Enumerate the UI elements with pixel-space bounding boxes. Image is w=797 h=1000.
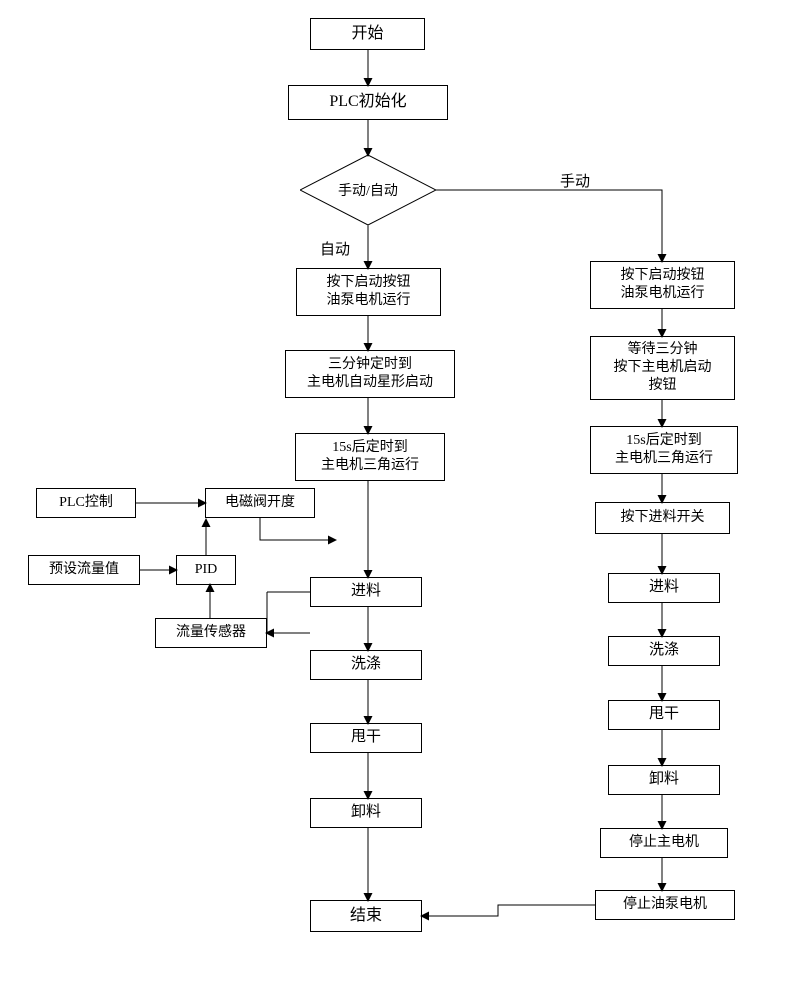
node-man-unload: 卸料 bbox=[608, 765, 720, 795]
node-man-stop-m: 停止主电机 bbox=[600, 828, 728, 858]
node-plc-ctrl: PLC控制 bbox=[36, 488, 136, 518]
node-flow-sensor: 流量传感器 bbox=[155, 618, 267, 648]
edge-label-manual: 手动 bbox=[560, 170, 590, 191]
node-auto-wash: 洗涤 bbox=[310, 650, 422, 680]
node-auto-3min: 三分钟定时到 主电机自动星形启动 bbox=[285, 350, 455, 398]
node-start: 开始 bbox=[310, 18, 425, 50]
node-auto-dry: 甩干 bbox=[310, 723, 422, 753]
node-man-dry: 甩干 bbox=[608, 700, 720, 730]
node-man-feed-btn: 按下进料开关 bbox=[595, 502, 730, 534]
node-man-15s: 15s后定时到 主电机三角运行 bbox=[590, 426, 738, 474]
node-pid: PID bbox=[176, 555, 236, 585]
node-end: 结束 bbox=[310, 900, 422, 932]
node-man-feed: 进料 bbox=[608, 573, 720, 603]
node-auto-unload: 卸料 bbox=[310, 798, 422, 828]
node-valve: 电磁阀开度 bbox=[205, 488, 315, 518]
node-auto-15s: 15s后定时到 主电机三角运行 bbox=[295, 433, 445, 481]
node-auto-feed: 进料 bbox=[310, 577, 422, 607]
node-preset: 预设流量值 bbox=[28, 555, 140, 585]
node-man-stop-p: 停止油泵电机 bbox=[595, 890, 735, 920]
decision-label: 手动/自动 bbox=[338, 180, 398, 200]
node-man-wash: 洗涤 bbox=[608, 636, 720, 666]
node-man-wait: 等待三分钟 按下主电机启动 按钮 bbox=[590, 336, 735, 400]
node-man-press: 按下启动按钮 油泵电机运行 bbox=[590, 261, 735, 309]
node-plc-init: PLC初始化 bbox=[288, 85, 448, 120]
node-auto-press: 按下启动按钮 油泵电机运行 bbox=[296, 268, 441, 316]
node-decision: 手动/自动 bbox=[300, 155, 436, 225]
edge-label-auto: 自动 bbox=[320, 238, 350, 259]
